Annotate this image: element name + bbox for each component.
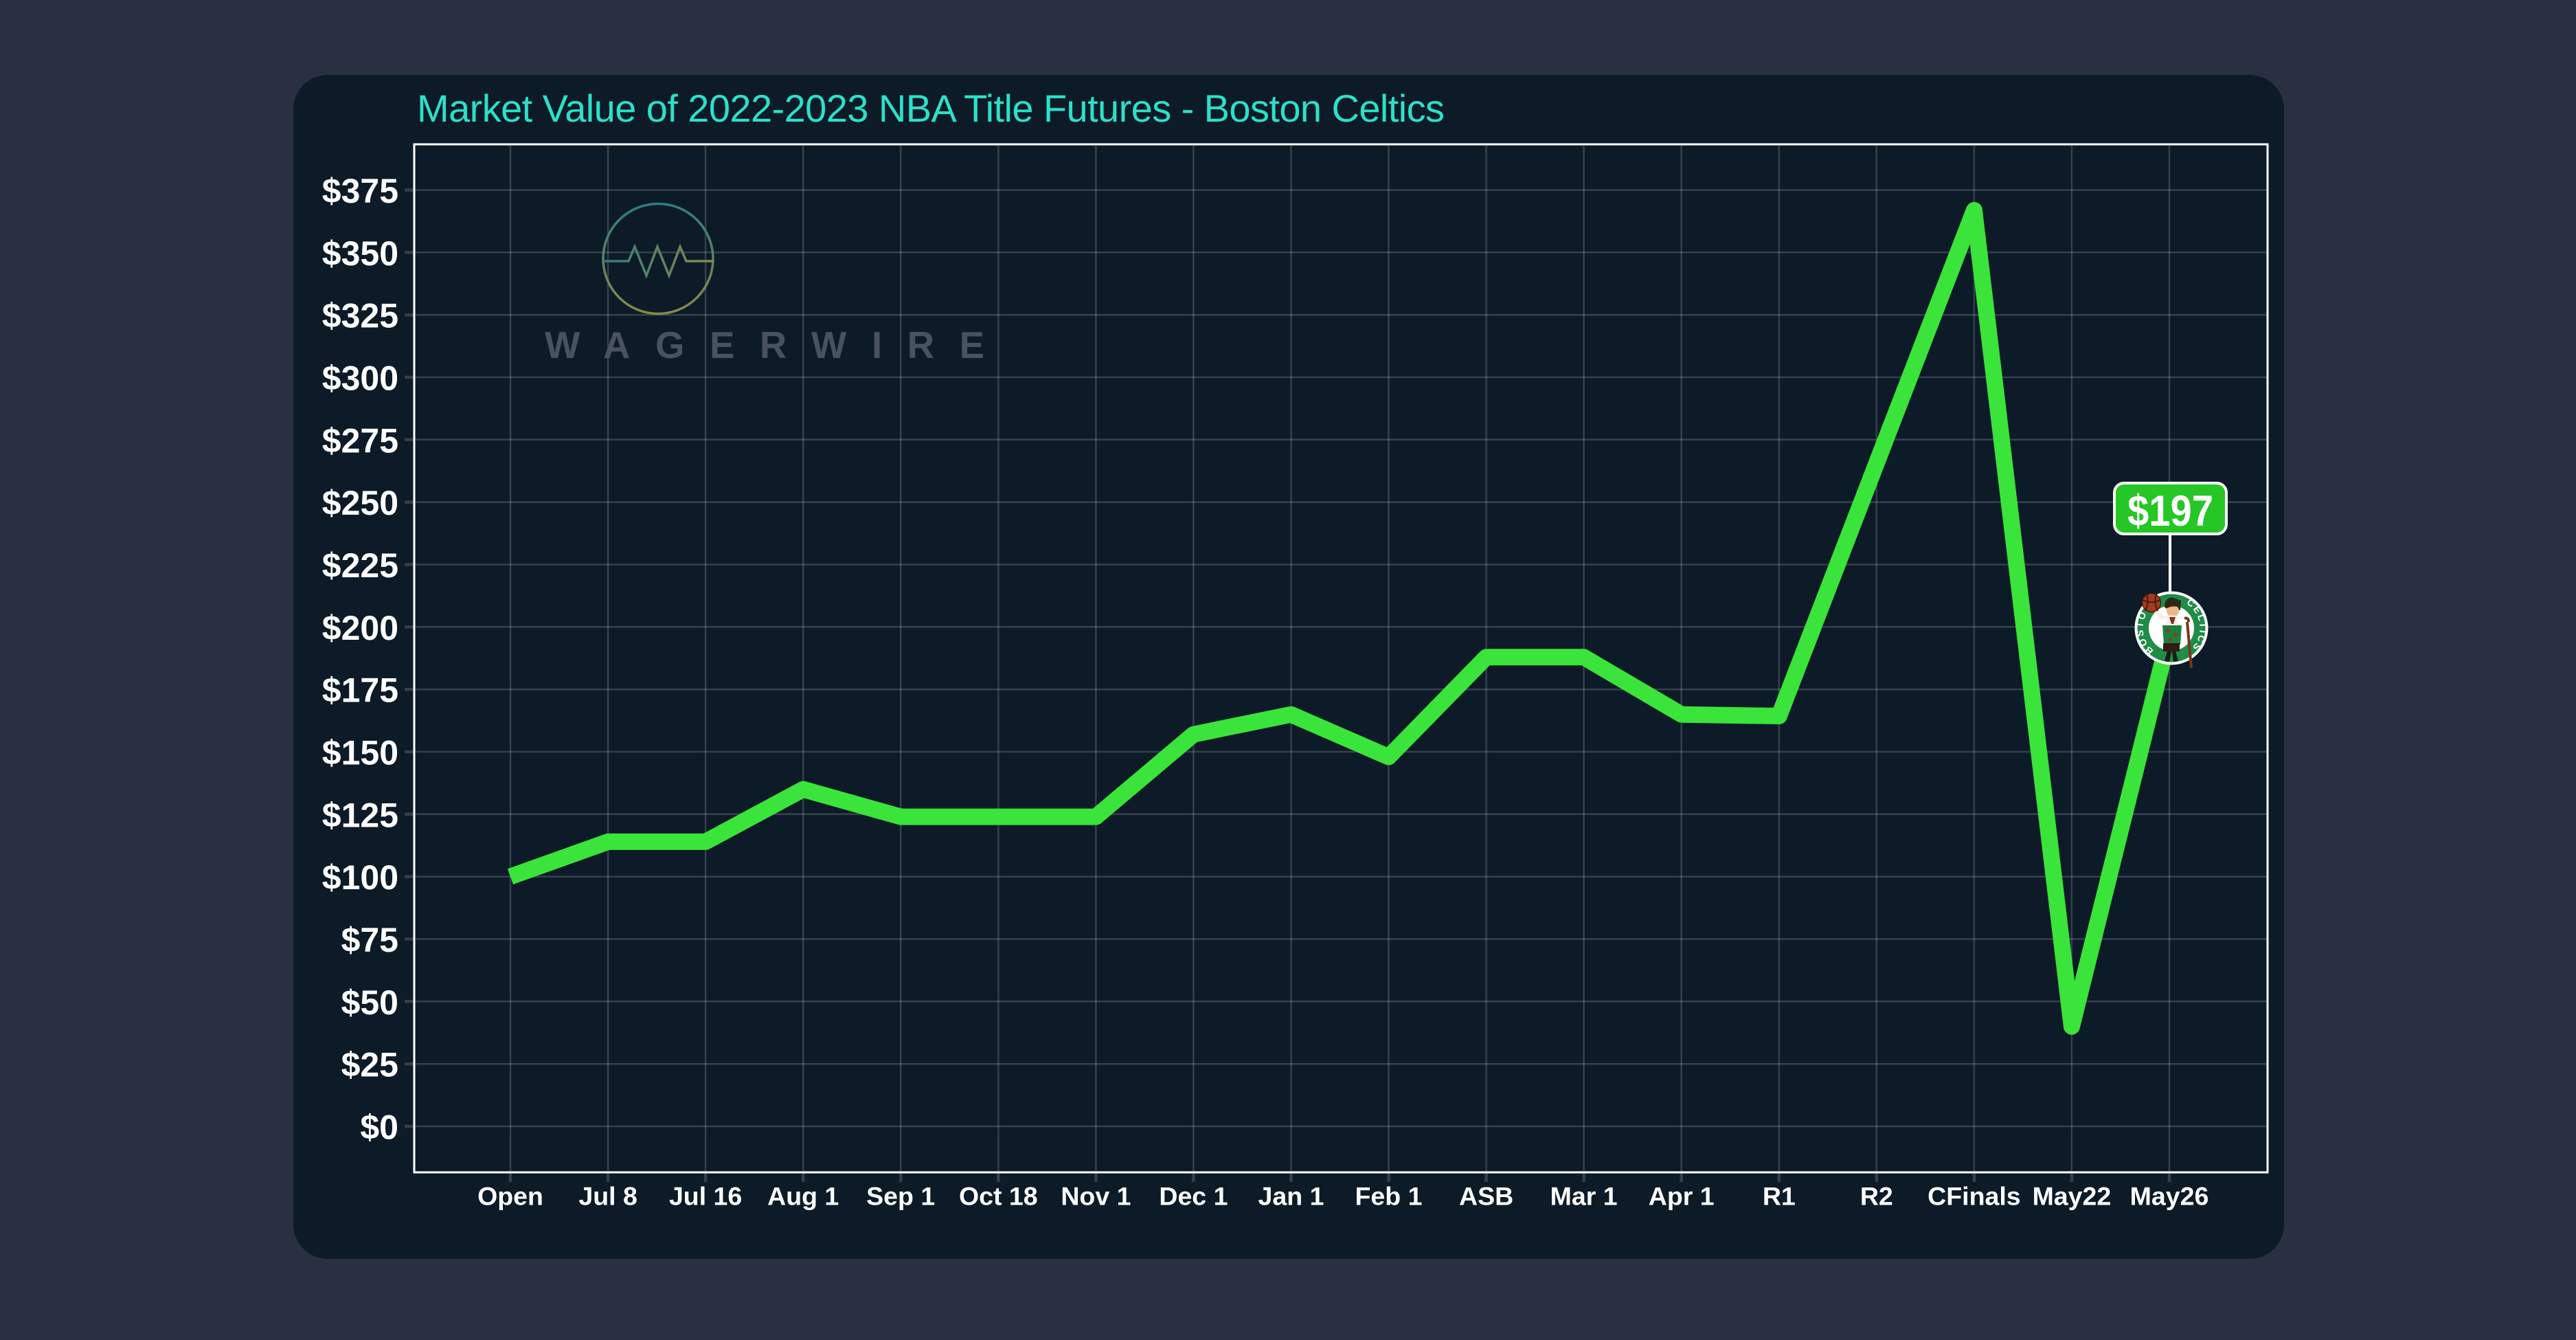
svg-text:$175: $175 bbox=[322, 671, 398, 710]
svg-text:R2: R2 bbox=[1860, 1182, 1893, 1211]
svg-text:Jul 8: Jul 8 bbox=[578, 1182, 637, 1211]
svg-text:$197: $197 bbox=[2127, 487, 2213, 535]
svg-text:Sep 1: Sep 1 bbox=[866, 1182, 935, 1211]
svg-text:WAGERWIRE: WAGERWIRE bbox=[545, 324, 1010, 366]
svg-text:$250: $250 bbox=[322, 484, 398, 522]
svg-text:Mar 1: Mar 1 bbox=[1550, 1182, 1618, 1211]
svg-text:$0: $0 bbox=[360, 1108, 398, 1147]
svg-text:R1: R1 bbox=[1763, 1182, 1796, 1211]
svg-text:Oct 18: Oct 18 bbox=[959, 1182, 1038, 1211]
svg-text:Aug 1: Aug 1 bbox=[767, 1182, 839, 1211]
svg-text:$100: $100 bbox=[322, 858, 398, 897]
svg-text:$225: $225 bbox=[322, 546, 398, 585]
svg-text:Feb 1: Feb 1 bbox=[1355, 1182, 1423, 1211]
svg-text:$325: $325 bbox=[322, 297, 398, 335]
svg-text:$375: $375 bbox=[322, 172, 398, 210]
svg-text:$125: $125 bbox=[322, 796, 398, 834]
svg-text:CFinals: CFinals bbox=[1928, 1182, 2020, 1211]
svg-text:$200: $200 bbox=[322, 609, 398, 647]
svg-text:May22: May22 bbox=[2033, 1182, 2112, 1211]
svg-text:$50: $50 bbox=[341, 983, 398, 1022]
svg-text:Nov 1: Nov 1 bbox=[1061, 1182, 1131, 1211]
svg-text:Jan 1: Jan 1 bbox=[1258, 1182, 1324, 1211]
svg-text:Market Value of 2022-2023 NBA: Market Value of 2022-2023 NBA Title Futu… bbox=[417, 87, 1445, 130]
svg-text:Apr 1: Apr 1 bbox=[1649, 1182, 1715, 1211]
svg-text:Jul 16: Jul 16 bbox=[669, 1182, 742, 1211]
svg-text:Open: Open bbox=[477, 1182, 543, 1211]
svg-text:$275: $275 bbox=[322, 421, 398, 460]
svg-text:$25: $25 bbox=[341, 1046, 398, 1084]
svg-text:$150: $150 bbox=[322, 734, 398, 772]
svg-text:$350: $350 bbox=[322, 234, 398, 273]
svg-text:Dec 1: Dec 1 bbox=[1159, 1182, 1228, 1211]
svg-text:May26: May26 bbox=[2130, 1182, 2209, 1211]
svg-text:ASB: ASB bbox=[1459, 1182, 1513, 1211]
svg-text:$75: $75 bbox=[341, 921, 398, 959]
svg-text:$300: $300 bbox=[322, 359, 398, 398]
